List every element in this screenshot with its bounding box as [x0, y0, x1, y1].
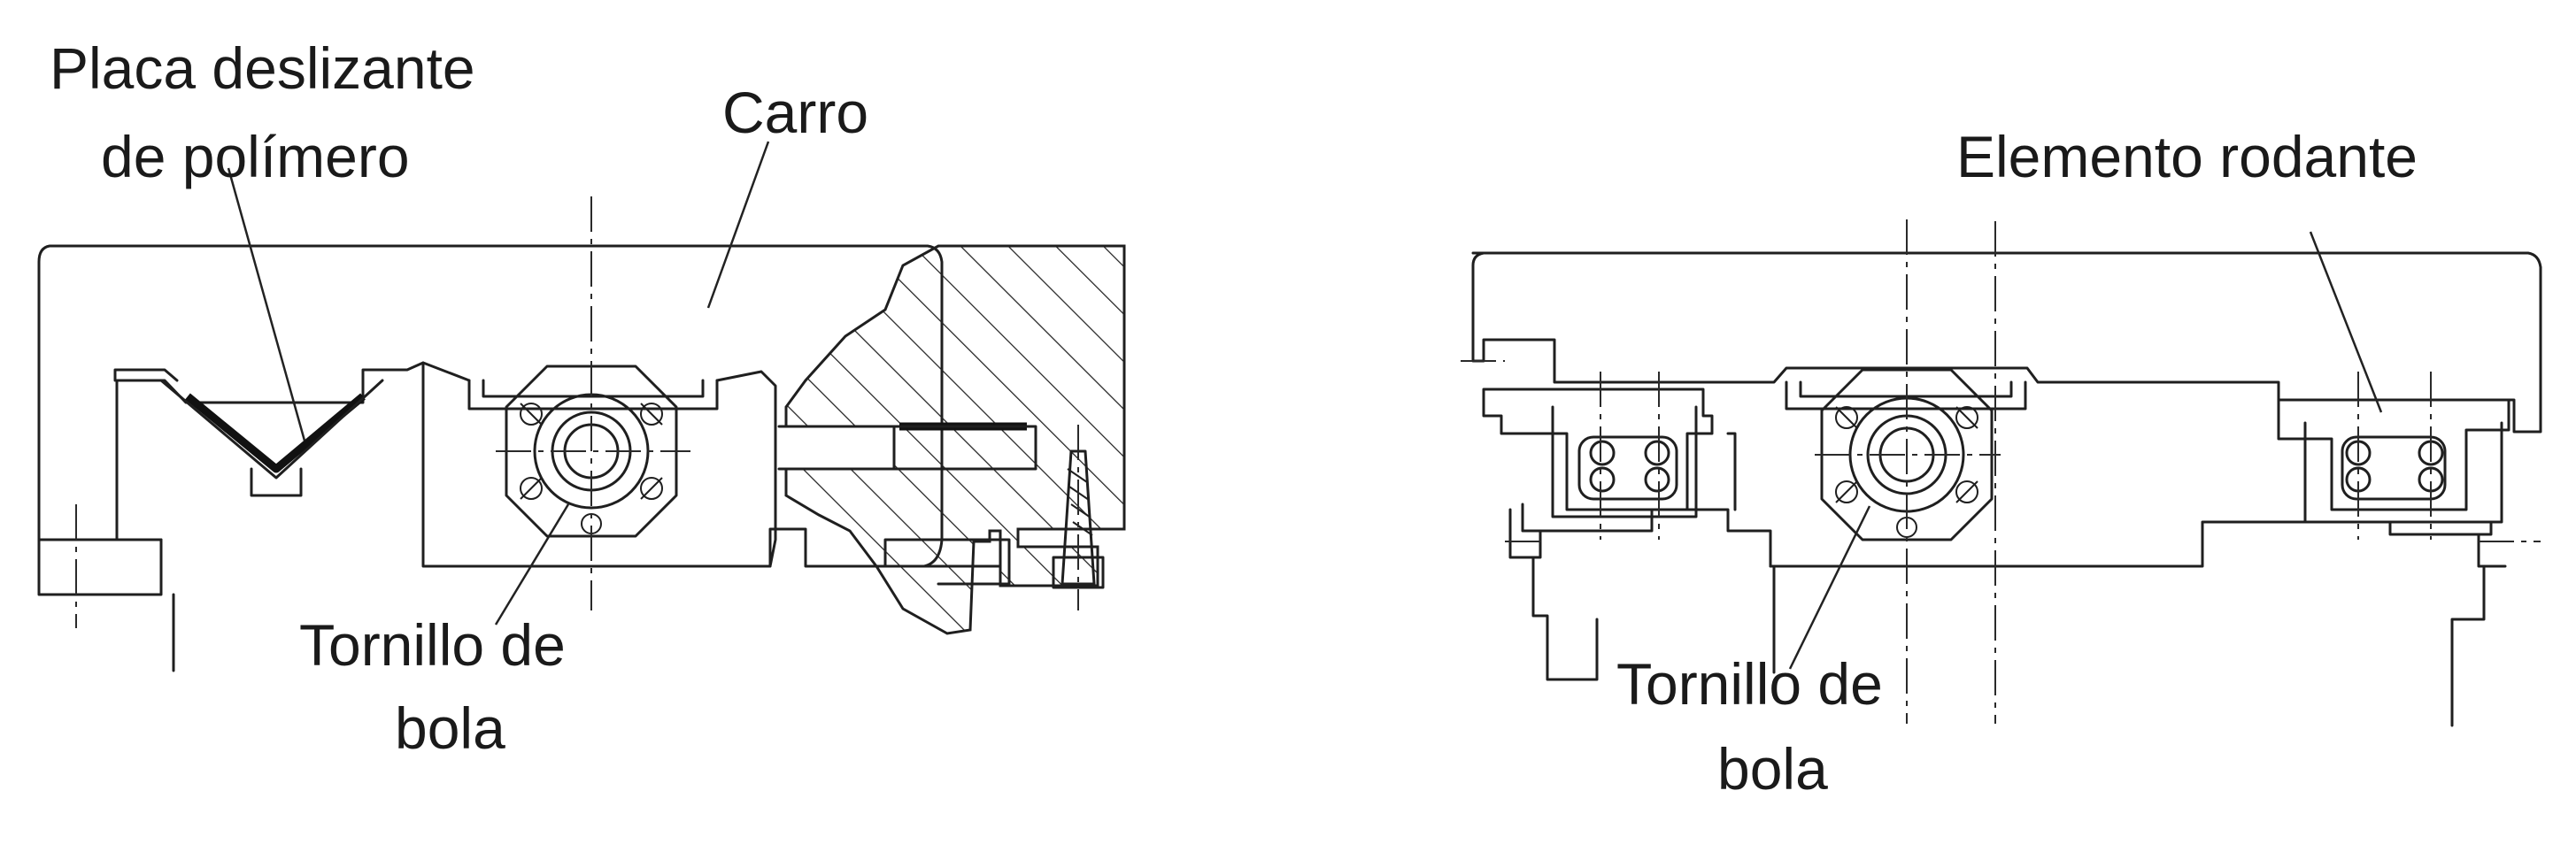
left-v-plate — [185, 393, 366, 473]
left-hatched-section — [784, 244, 1126, 635]
right-drawing: Elemento rodante Tornillo de bola — [1461, 124, 2542, 802]
left-screw-leader — [494, 503, 570, 626]
right-lower-contour — [1685, 508, 2307, 568]
right-rollers-left — [1577, 435, 1678, 501]
left-slide-plate-label-1: Placa deslizante — [50, 35, 475, 101]
left-ball-screw-label-1: Tornillo de — [299, 612, 566, 678]
left-drawing: Placa deslizante de polímero Carro Torni… — [37, 35, 1126, 761]
left-carriage-label: Carro — [722, 80, 868, 145]
right-carriage-body — [1471, 251, 2542, 434]
left-slide-plate-label-2: de polímero — [101, 124, 410, 189]
left-screw — [1052, 425, 1105, 610]
right-rolling-leader — [2309, 231, 2383, 413]
right-rollers-right — [2341, 435, 2447, 501]
right-screw-leader — [1788, 505, 1871, 670]
right-rolling-element-label: Elemento rodante — [1956, 124, 2418, 189]
left-plate-leader — [227, 167, 306, 441]
left-carriage-leader — [706, 141, 770, 309]
right-ball-screw-label-2: bola — [1717, 736, 1828, 802]
left-ball-screw-label-2: bola — [395, 695, 505, 761]
right-ball-screw-label-1: Tornillo de — [1616, 651, 1883, 717]
